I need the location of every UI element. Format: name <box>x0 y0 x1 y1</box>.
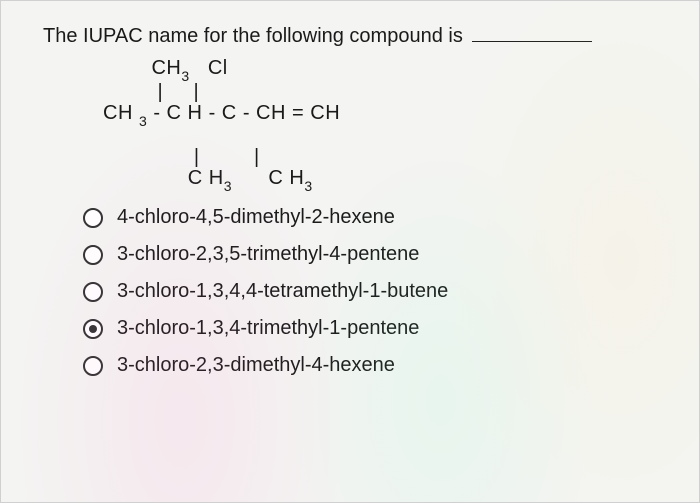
s-top-right: Cl <box>208 57 228 79</box>
option-row[interactable]: 4-chloro-4,5-dimethyl-2-hexene <box>83 206 669 229</box>
option-row[interactable]: 3-chloro-2,3-dimethyl-4-hexene <box>83 354 669 377</box>
answer-blank <box>472 23 592 42</box>
s-main-3: C <box>222 102 237 124</box>
s-top-left: CH <box>151 57 181 79</box>
option-row[interactable]: 3-chloro-1,3,4,4-tetramethyl-1-butene <box>83 280 669 303</box>
s-dash1: - <box>153 102 160 124</box>
s-main-2: C H <box>167 102 203 124</box>
s-main-1-sub: 3 <box>139 113 147 129</box>
radio-button[interactable] <box>83 245 103 265</box>
s-bot-right-sub: 3 <box>304 178 312 194</box>
option-row[interactable]: 3-chloro-2,3,5-trimethyl-4-pentene <box>83 243 669 266</box>
radio-button[interactable] <box>83 319 103 339</box>
s-bot-left: C H <box>188 167 224 189</box>
s-main-5: CH <box>310 102 340 124</box>
s-dash2: - <box>209 102 216 124</box>
s-main-1: CH <box>103 102 133 124</box>
s-eq: = <box>292 102 304 124</box>
question-card: The IUPAC name for the following compoun… <box>0 0 700 503</box>
option-label: 3-chloro-2,3,5-trimethyl-4-pentene <box>117 243 419 266</box>
option-row[interactable]: 3-chloro-1,3,4-trimethyl-1-pentene <box>83 317 669 340</box>
option-label: 3-chloro-1,3,4-trimethyl-1-pentene <box>117 317 419 340</box>
s-top-left-sub: 3 <box>181 68 189 84</box>
s-main-4: CH <box>256 102 286 124</box>
radio-button[interactable] <box>83 282 103 302</box>
option-label: 4-chloro-4,5-dimethyl-2-hexene <box>117 206 395 229</box>
s-dash3: - <box>243 102 250 124</box>
option-label: 3-chloro-1,3,4,4-tetramethyl-1-butene <box>117 280 448 303</box>
prompt-text: The IUPAC name for the following compoun… <box>43 25 463 47</box>
answer-options: 4-chloro-4,5-dimethyl-2-hexene 3-chloro-… <box>83 206 669 377</box>
radio-button[interactable] <box>83 356 103 376</box>
s-bot-right: C H <box>268 167 304 189</box>
question-prompt: The IUPAC name for the following compoun… <box>43 23 669 48</box>
radio-button[interactable] <box>83 208 103 228</box>
s-bot-left-sub: 3 <box>224 178 232 194</box>
chemical-structure: CH3 Cl | | CH 3 - C H - C - CH = CH | | … <box>103 58 669 192</box>
option-label: 3-chloro-2,3-dimethyl-4-hexene <box>117 354 395 377</box>
